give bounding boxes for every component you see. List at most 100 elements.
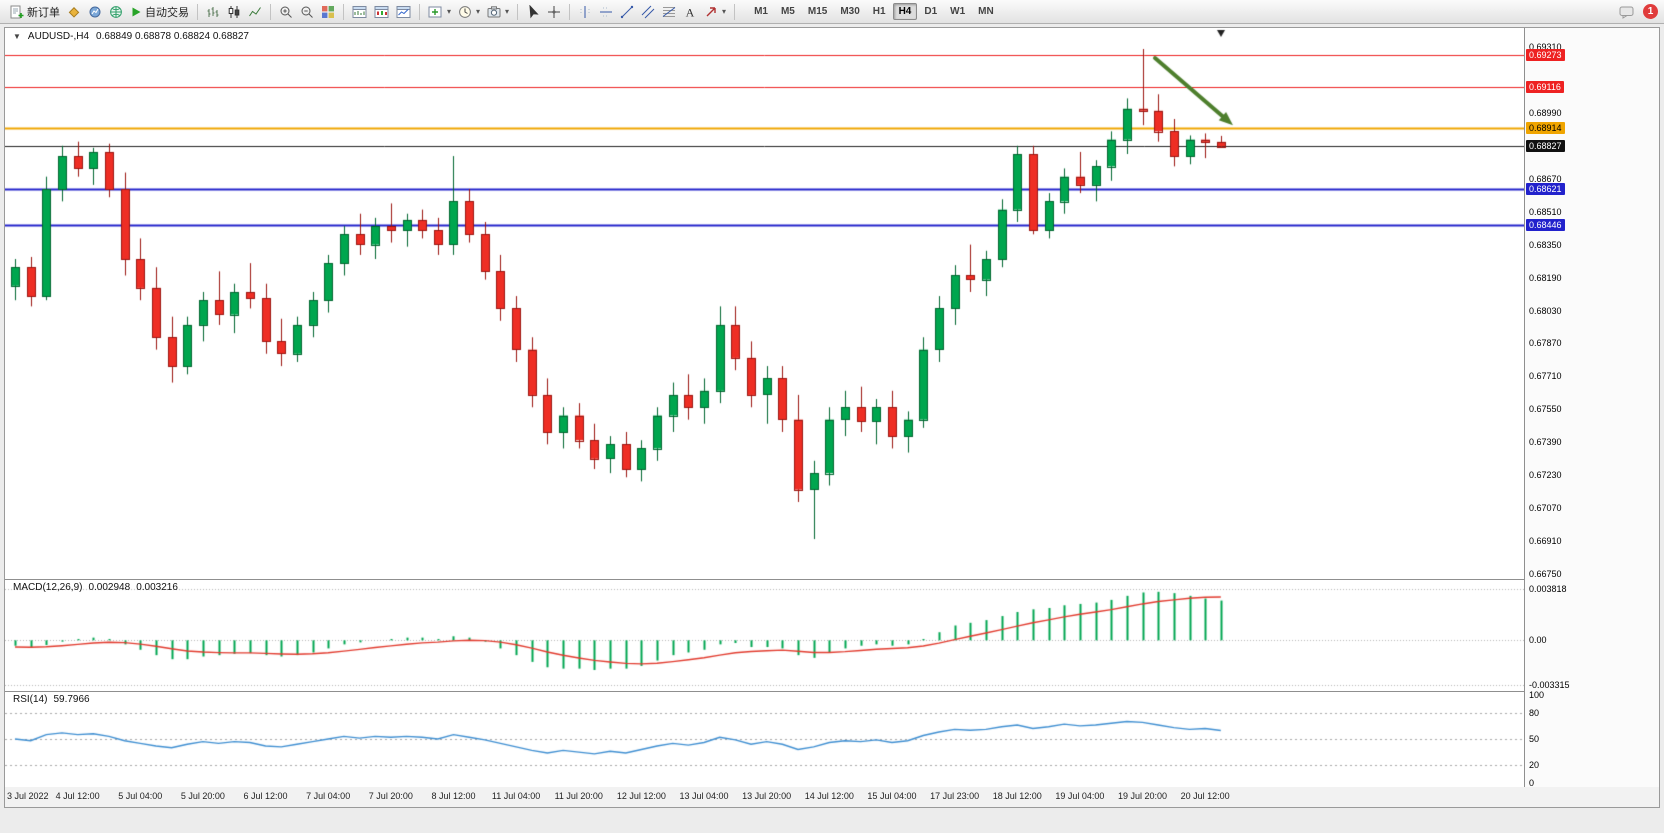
timeframe-M15[interactable]: M15 — [807, 6, 828, 17]
period-selector-button[interactable]: ▾ — [455, 3, 483, 21]
web-terminal-button[interactable] — [106, 3, 126, 21]
timeframe-W1[interactable]: W1 — [950, 6, 966, 17]
timeframe-toolbar: M1 M5 M15 M30 H1 H4 D1 W1 MN — [748, 3, 1000, 20]
auto-trading-button[interactable]: 自动交易 — [127, 2, 192, 22]
toolbar-separator — [270, 3, 271, 20]
price-axis-separator — [1524, 28, 1525, 787]
crosshair-button[interactable] — [544, 3, 564, 21]
horizontal-line-button[interactable] — [596, 3, 616, 21]
timeframe-M1[interactable]: M1 — [754, 6, 768, 17]
trendline-button[interactable] — [617, 3, 637, 21]
price-axis-tick: 0.68350 — [1529, 239, 1562, 250]
toolbar-separator — [734, 3, 736, 20]
new-chart-button[interactable]: ▾ — [425, 3, 454, 21]
tile-icon — [321, 5, 335, 19]
toolbar-separator — [517, 3, 519, 20]
toolbar-separator — [343, 3, 344, 20]
camera-icon — [487, 5, 501, 19]
rsi-axis-tick: 80 — [1529, 707, 1540, 718]
timeframe-H1[interactable]: H1 — [872, 6, 886, 17]
price-axis[interactable]: 0.69310 0.68990 0.68670 0.68510 0.68350 0.681… — [1525, 28, 1659, 788]
rsi-panel-label: RSI(14) 59.7966 — [13, 694, 90, 705]
time-axis-label: 6 Jul 12:00 — [243, 791, 288, 801]
time-axis[interactable]: 3 Jul 2022 4 Jul 12:00 5 Jul 04:00 5 Jul 20… — [5, 787, 1659, 807]
text-button[interactable]: A — [680, 3, 700, 21]
price-axis-tick: 0.67070 — [1529, 503, 1562, 514]
chat-icon[interactable] — [1616, 3, 1638, 21]
time-axis-label: 3 Jul 2022 — [7, 791, 49, 801]
macd-main-value: 0.002948 — [88, 582, 131, 593]
price-axis-tick: 0.67550 — [1529, 404, 1562, 415]
gold-icon — [67, 5, 81, 19]
price-axis-tick: 0.66750 — [1529, 569, 1562, 580]
zoom-in-button[interactable] — [276, 3, 296, 21]
rsi-axis-tick: 50 — [1529, 734, 1540, 744]
clock-icon — [458, 5, 472, 19]
arrange-line-window-button[interactable] — [393, 3, 414, 21]
bar-chart-button[interactable] — [203, 3, 223, 21]
time-axis-label: 5 Jul 04:00 — [118, 791, 163, 801]
macd-axis-tick: -0.003315 — [1529, 680, 1570, 690]
arrows-icon — [704, 5, 718, 19]
channel-icon — [641, 5, 655, 19]
symbol-period-label: AUDUSD-,H4 — [27, 31, 90, 42]
time-axis-label: 11 Jul 20:00 — [554, 791, 603, 801]
time-axis-label: 13 Jul 04:00 — [679, 791, 729, 801]
main-chart-canvas[interactable] — [5, 28, 1524, 579]
zoom-out-button[interactable] — [297, 3, 317, 21]
macd-panel-label: MACD(12,26,9) 0.002948 0.003216 — [13, 582, 178, 593]
rsi-axis-tick: 100 — [1529, 690, 1545, 701]
svg-text:A: A — [686, 5, 695, 19]
dropdown-caret-icon: ▾ — [476, 7, 481, 16]
time-axis-label: 14 Jul 12:00 — [804, 791, 854, 801]
new-order-icon — [9, 5, 24, 19]
linechart-icon — [248, 5, 262, 19]
macd-panel-separator[interactable] — [5, 579, 1659, 580]
cursor-button[interactable] — [523, 3, 543, 21]
notifications-badge[interactable]: 1 — [1643, 4, 1658, 19]
price-axis-tick: 0.66910 — [1529, 536, 1562, 547]
arrange-candles-window-button[interactable] — [371, 3, 392, 21]
rsi-panel-separator[interactable] — [5, 691, 1659, 692]
rsi-canvas[interactable] — [5, 691, 1524, 787]
play-icon — [130, 6, 142, 18]
time-axis-label: 7 Jul 20:00 — [368, 791, 413, 801]
candlestick-chart-button[interactable] — [224, 3, 244, 21]
arrange-bars-window-button[interactable] — [349, 3, 370, 21]
data-window-button[interactable] — [85, 3, 105, 21]
fibonacci-button[interactable] — [659, 3, 679, 21]
timeframe-M30[interactable]: M30 — [840, 6, 860, 17]
price-line-badge: 0.68827 — [1526, 140, 1565, 153]
price-line-badge: 0.68621 — [1526, 182, 1565, 195]
line-chart-button[interactable] — [245, 3, 265, 21]
timeframe-H4[interactable]: H4 — [892, 3, 918, 20]
new-order-button[interactable]: 新订单 — [6, 2, 63, 22]
newchart-icon — [428, 5, 443, 19]
vertical-line-button[interactable] — [575, 3, 595, 21]
timeframe-M5[interactable]: M5 — [780, 6, 795, 17]
macd-title: MACD(12,26,9) — [13, 582, 83, 593]
arrows-button[interactable]: ▾ — [701, 3, 729, 21]
candles-icon — [227, 5, 241, 19]
timeframe-D1[interactable]: D1 — [924, 6, 938, 17]
channel-button[interactable] — [638, 3, 658, 21]
vline-icon — [578, 5, 592, 19]
snapshot-button[interactable]: ▾ — [484, 3, 512, 21]
dropdown-caret-icon: ▾ — [505, 7, 510, 16]
crosshair-icon — [547, 5, 561, 19]
price-axis-tick: 0.67710 — [1529, 371, 1562, 382]
macd-canvas[interactable] — [5, 579, 1524, 691]
price-line-badge: 0.68446 — [1526, 218, 1565, 231]
price-line-badge: 0.69116 — [1526, 80, 1564, 93]
fibo-icon — [662, 5, 676, 19]
timeframe-MN[interactable]: MN — [978, 6, 994, 17]
text-icon: A — [683, 5, 697, 19]
one-click-trading-expander[interactable]: ▼ — [13, 32, 21, 41]
win-line-icon — [396, 5, 411, 19]
time-axis-label: 8 Jul 12:00 — [431, 791, 476, 801]
time-axis-label: 4 Jul 12:00 — [55, 791, 100, 801]
tile-windows-button[interactable] — [318, 3, 338, 21]
market-watch-button[interactable] — [64, 3, 84, 21]
history-icon — [88, 5, 102, 19]
time-axis-label: 13 Jul 20:00 — [742, 791, 792, 801]
